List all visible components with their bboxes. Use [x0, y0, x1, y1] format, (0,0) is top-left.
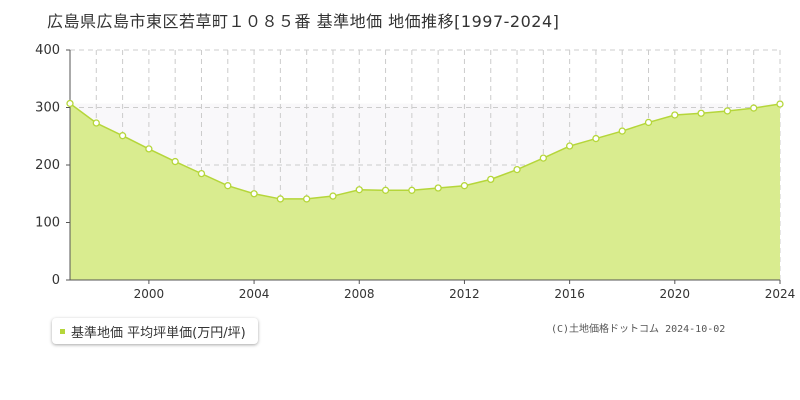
data-point [644, 118, 653, 127]
data-point [355, 186, 363, 194]
data-point [250, 190, 258, 198]
data-point [697, 109, 705, 117]
y-tick-label: 400 [35, 43, 60, 58]
data-point [513, 165, 521, 174]
data-point [539, 154, 547, 162]
data-markers [66, 99, 784, 203]
data-point [408, 186, 416, 194]
x-tick-label: 2016 [554, 287, 585, 301]
data-point [487, 175, 495, 184]
y-tick-label: 100 [35, 216, 60, 231]
data-point [303, 195, 311, 203]
data-point [671, 111, 679, 119]
data-point [92, 119, 100, 127]
y-tick-label: 300 [35, 101, 60, 116]
x-tick-label: 2012 [449, 287, 480, 301]
legend: 基準地価 平均坪単価(万円/坪) [52, 318, 258, 344]
legend-label: 基準地価 平均坪単価(万円/坪) [71, 325, 246, 341]
data-point [276, 195, 285, 203]
data-point [118, 132, 127, 140]
data-point [723, 107, 732, 115]
data-point [592, 134, 600, 143]
data-point [460, 182, 469, 190]
data-point [171, 157, 179, 166]
x-tick-label: 2020 [660, 287, 691, 301]
area-fill [70, 103, 780, 280]
data-point [381, 186, 390, 194]
series-line [69, 102, 781, 200]
copyright-text: (C)土地価格ドットコム 2024-10-02 [551, 324, 726, 335]
data-point [145, 145, 153, 153]
tick-labels: 0 100 200 300 400 2000 2004 2008 2012 2016 2020 202… [35, 43, 795, 301]
data-point [776, 100, 784, 108]
data-point [224, 182, 232, 190]
x-tick-label: 2024 [765, 287, 796, 301]
data-point [66, 99, 74, 108]
legend-swatch [60, 328, 65, 334]
data-point [329, 192, 337, 200]
x-tick-label: 2000 [134, 287, 165, 301]
data-point [434, 184, 442, 192]
data-point [565, 142, 574, 150]
x-tick-label: 2004 [239, 287, 270, 301]
data-point [618, 127, 626, 135]
axes [66, 49, 781, 284]
x-tick-label: 2008 [344, 287, 375, 301]
chart-title: 広島県広島市東区若草町１０８５番 基準地価 地価推移[1997-2024] [47, 12, 560, 31]
y-tick-label: 0 [52, 273, 60, 288]
data-point [750, 104, 758, 112]
y-tick-label: 200 [35, 158, 60, 173]
data-point [197, 169, 206, 178]
